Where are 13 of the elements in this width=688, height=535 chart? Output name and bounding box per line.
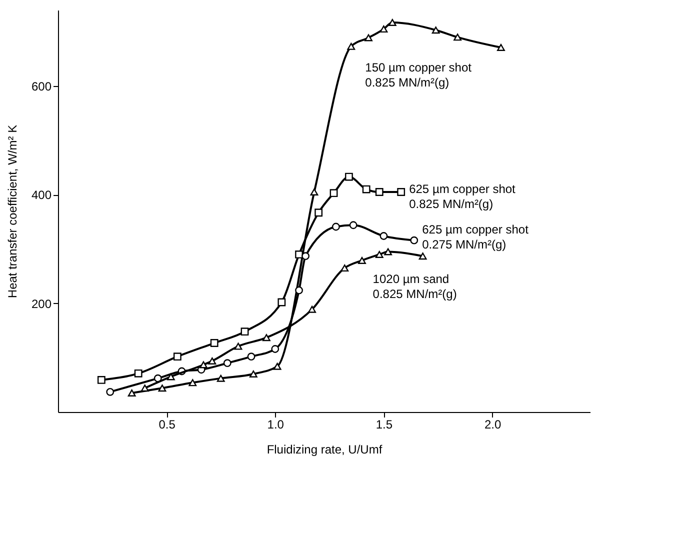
y-axis-title: Heat transfer coefficient, W/m² K	[5, 124, 20, 298]
series-label: 1020 µm sand 0.825 MN/m²(g)	[372, 272, 457, 302]
x-tick-label: 2.0	[484, 418, 502, 432]
x-axis-title: Fluidizing rate, U/Umf	[266, 442, 383, 456]
series-label: 625 µm copper shot 0.275 MN/m²(g)	[422, 222, 530, 252]
series-label: 625 µm copper shot 0.825 MN/m²(g)	[409, 182, 516, 211]
y-tick-label: 400	[31, 188, 52, 202]
x-tick-label: 0.5	[158, 418, 176, 432]
y-tick-label: 200	[31, 296, 52, 311]
x-tick-label: 1.0	[267, 418, 284, 432]
x-tick-label: 1.5	[376, 418, 393, 432]
series-label: 150 µm copper shot 0.825 MN/m²(g)	[365, 60, 472, 90]
y-tick-label: 600	[31, 80, 52, 94]
